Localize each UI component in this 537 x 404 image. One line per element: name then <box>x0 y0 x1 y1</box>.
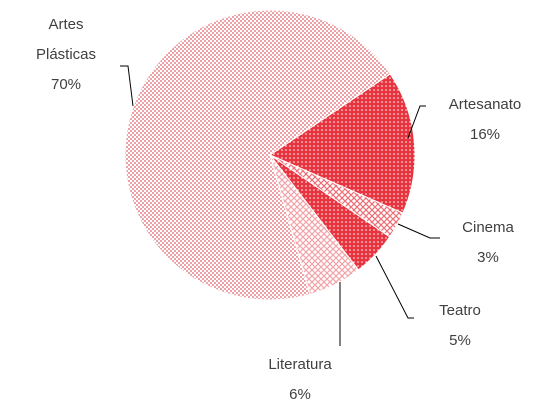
category-label: Literatura <box>268 356 332 373</box>
value-label: 16% <box>469 126 501 143</box>
leader-line <box>397 223 440 239</box>
slice-label: Artes Plásticas 70% <box>20 10 112 100</box>
value-label: 70% <box>50 76 82 93</box>
leader-line <box>120 65 134 107</box>
category-label: Cinema <box>462 219 514 236</box>
leader-line <box>375 255 414 319</box>
category-label: Artesanato <box>448 96 522 113</box>
category-label: Teatro <box>439 302 481 319</box>
slice-label: Cinema 3% <box>448 213 528 273</box>
value-label: 5% <box>449 332 471 349</box>
leader-line <box>407 105 426 139</box>
pie-slice <box>268 73 416 214</box>
slice-label: Teatro 5% <box>420 296 500 356</box>
value-label: 3% <box>477 249 499 266</box>
slice-label: Artesanato 16% <box>440 90 530 150</box>
value-label: 6% <box>289 386 311 403</box>
slice-label: Literatura 6% <box>255 350 345 404</box>
category-label: Artes Plásticas <box>35 16 97 63</box>
pie-slice <box>124 9 391 301</box>
